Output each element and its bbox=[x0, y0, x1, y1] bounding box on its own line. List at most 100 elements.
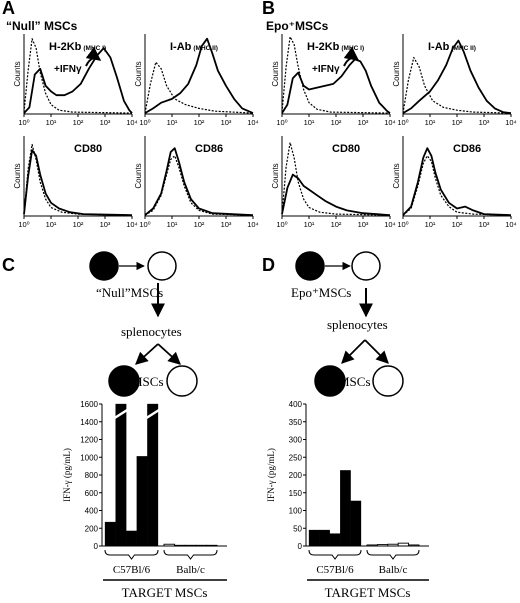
sample-curve bbox=[402, 147, 512, 216]
x-tick-label: 10² bbox=[452, 118, 463, 127]
bar bbox=[147, 403, 159, 547]
x-tick-label: 10⁰ bbox=[139, 220, 150, 229]
x-tick-label: 10⁰ bbox=[397, 220, 408, 229]
y-tick-label: 800 bbox=[85, 471, 99, 480]
target-syngeneic-circle bbox=[108, 365, 140, 397]
sample-curve bbox=[23, 47, 133, 114]
shift-arrow bbox=[85, 46, 102, 67]
y-tick-label: 200 bbox=[289, 471, 303, 480]
group-bracket bbox=[366, 549, 420, 560]
x-axis-label: TARGET MSCs bbox=[122, 585, 208, 600]
marker-label: H-2Kb (MHC I) bbox=[49, 41, 106, 53]
x-tick-label: 10⁴ bbox=[247, 220, 259, 229]
arrow bbox=[341, 339, 366, 364]
x-tick-label: 10⁰ bbox=[397, 118, 408, 127]
histogram-B-iab: 10⁰ 10¹ 10² 10³ 10⁴ Counts I-Ab (MHC II) bbox=[392, 34, 517, 127]
marker-label: I-Ab (MHC II) bbox=[170, 41, 218, 53]
histogram-A-cd80: 10⁰ 10¹ 10² 10³ 10⁴ Counts CD80 bbox=[13, 136, 138, 229]
x-tick-label: 10⁰ bbox=[139, 118, 150, 127]
x-tick-label: 10⁴ bbox=[505, 118, 517, 127]
y-tick-label: 400 bbox=[289, 400, 303, 409]
x-tick-label: 10³ bbox=[479, 118, 490, 127]
bar-chart-c: 0 200 400 600 800 1000 1200 1400 1600 IFN-γ (pg/m… bbox=[62, 400, 227, 600]
x-tick-label: 10¹ bbox=[304, 118, 315, 127]
y-tick-label: 200 bbox=[85, 524, 99, 533]
x-tick-label: 10³ bbox=[100, 118, 111, 127]
marker-label: H-2Kb (MHC I) bbox=[307, 41, 364, 53]
panel-a-title: “Null” MSCs bbox=[6, 19, 78, 33]
axis-break bbox=[113, 408, 128, 420]
msc-label: Epo⁺MSCs bbox=[291, 285, 351, 300]
y-tick-label: 1200 bbox=[80, 436, 98, 445]
panel-letter-d: D bbox=[262, 255, 275, 275]
control-curve bbox=[144, 155, 254, 216]
marker-label: CD80 bbox=[332, 143, 360, 155]
histogram-A-mhc1: 10⁰ 10¹ 10² 10³ 10⁴ Counts H-2Kb (MHC I) +IFNγ bbox=[13, 34, 138, 127]
x-tick-label: 10¹ bbox=[425, 118, 436, 127]
x-tick-label: 10⁰ bbox=[276, 220, 287, 229]
control-curve bbox=[281, 36, 391, 114]
y-axis-label: IFN-γ (pg/mL) bbox=[266, 448, 276, 502]
effector-msc-circle bbox=[89, 251, 119, 281]
y-tick-label: 0 bbox=[298, 542, 303, 551]
axis-break bbox=[145, 408, 160, 420]
control-curve bbox=[23, 143, 133, 216]
marker-sublabel: (MHC I) bbox=[341, 45, 364, 52]
y-axis-label: Counts bbox=[134, 61, 143, 86]
sample-curve bbox=[281, 173, 391, 216]
x-tick-label: 10⁰ bbox=[18, 220, 29, 229]
x-tick-label: 10¹ bbox=[167, 220, 178, 229]
group-label: Balb/c bbox=[379, 564, 408, 576]
control-curve bbox=[281, 142, 391, 216]
x-tick-label: 10³ bbox=[100, 220, 111, 229]
msc-label: “Null”MSCs bbox=[96, 285, 163, 300]
marker-label: CD86 bbox=[195, 143, 223, 155]
x-tick-label: 10³ bbox=[221, 118, 232, 127]
y-tick-label: 1400 bbox=[80, 418, 98, 427]
target-allogeneic-circle bbox=[166, 365, 198, 397]
x-tick-label: 10³ bbox=[221, 220, 232, 229]
y-tick-label: 50 bbox=[293, 524, 302, 533]
x-axis-label: TARGET MSCs bbox=[325, 585, 411, 600]
sample-curve bbox=[402, 39, 512, 114]
control-curve bbox=[402, 56, 512, 114]
x-tick-label: 10² bbox=[194, 118, 205, 127]
panel-b-title: Epo⁺MSCs bbox=[266, 19, 329, 33]
y-tick-label: 400 bbox=[85, 507, 99, 516]
group-bracket bbox=[308, 549, 362, 560]
x-tick-label: 10³ bbox=[358, 220, 369, 229]
control-curve bbox=[23, 38, 133, 114]
y-tick-label: 300 bbox=[289, 436, 303, 445]
x-tick-label: 10² bbox=[73, 220, 84, 229]
x-tick-label: 10² bbox=[194, 220, 205, 229]
control-curve bbox=[402, 155, 512, 216]
x-tick-label: 10¹ bbox=[167, 118, 178, 127]
control-curve bbox=[144, 61, 254, 114]
x-tick-label: 10⁰ bbox=[276, 118, 287, 127]
histogram-B-cd80: 10⁰ 10¹ 10² 10³ 10⁴ Counts CD80 bbox=[271, 136, 396, 229]
group-label: Balb/c bbox=[176, 564, 205, 576]
bar bbox=[319, 529, 330, 547]
sample-curve bbox=[144, 147, 254, 216]
bar bbox=[350, 500, 362, 547]
marker-sublabel: (MHC II) bbox=[193, 45, 218, 52]
x-tick-label: 10¹ bbox=[46, 220, 57, 229]
group-bracket bbox=[163, 549, 218, 560]
y-tick-label: 1600 bbox=[80, 400, 98, 409]
target-msc-label: MSCs bbox=[131, 374, 164, 389]
bar bbox=[308, 529, 320, 547]
recipient-circle bbox=[147, 251, 177, 281]
y-axis-label: Counts bbox=[134, 163, 143, 188]
x-tick-label: 10⁴ bbox=[247, 118, 259, 127]
x-tick-label: 10⁴ bbox=[384, 118, 396, 127]
arrow bbox=[135, 343, 159, 365]
splenocytes-label: splenocytes bbox=[121, 324, 182, 339]
y-axis-label: IFN-γ (pg/mL) bbox=[62, 448, 72, 502]
x-tick-label: 10² bbox=[331, 118, 342, 127]
ifn-label: +IFNγ bbox=[312, 64, 340, 75]
y-axis-label: Counts bbox=[271, 61, 280, 86]
marker-sublabel: (MHC II) bbox=[451, 45, 476, 52]
y-tick-label: 0 bbox=[94, 542, 99, 551]
